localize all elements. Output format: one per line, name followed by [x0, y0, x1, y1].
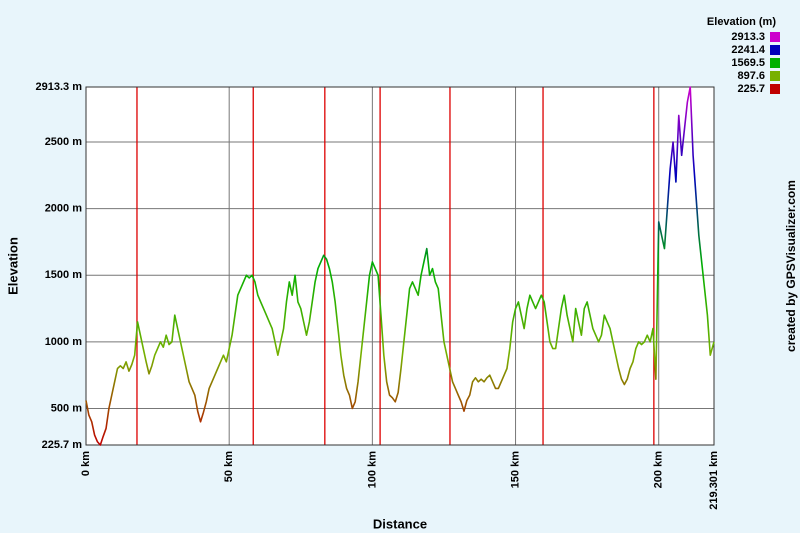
plot-area — [85, 86, 715, 446]
legend-label: 2913.3 — [731, 31, 765, 43]
legend-label: 2241.4 — [731, 44, 766, 56]
legend-label: 897.6 — [737, 70, 765, 82]
legend-swatch — [770, 58, 780, 68]
y-tick-label: 225.7 m — [42, 439, 83, 451]
legend-label: 225.7 — [737, 83, 765, 95]
x-tick-label: 219.301 km — [708, 451, 720, 510]
y-tick-label: 1500 m — [45, 269, 83, 281]
x-tick-label: 100 km — [366, 451, 378, 489]
y-tick-label: 2500 m — [45, 136, 83, 148]
elevation-line — [85, 86, 715, 446]
credit: created by GPSVisualizer.com — [784, 180, 798, 352]
y-tick-label: 2000 m — [45, 203, 83, 215]
y-tick-label: 1000 m — [45, 336, 83, 348]
x-tick-label: 200 km — [653, 451, 665, 489]
y-tick-label: 500 m — [51, 402, 82, 414]
x-tick-label: 50 km — [223, 451, 235, 482]
y-axis-label: Elevation — [5, 237, 20, 295]
x-tick-label: 150 km — [509, 451, 521, 489]
y-tick-label: 2913.3 m — [36, 81, 83, 93]
legend-label: 1569.5 — [731, 57, 765, 69]
plot-area — [85, 86, 715, 446]
x-tick-label: 0 km — [80, 451, 92, 476]
x-axis-label: Distance — [373, 516, 427, 531]
legend-swatch — [770, 32, 780, 42]
legend-swatch — [770, 45, 780, 55]
legend-swatch — [770, 71, 780, 81]
legend-swatch — [770, 84, 780, 94]
legend-title: Elevation (m) — [707, 16, 776, 28]
